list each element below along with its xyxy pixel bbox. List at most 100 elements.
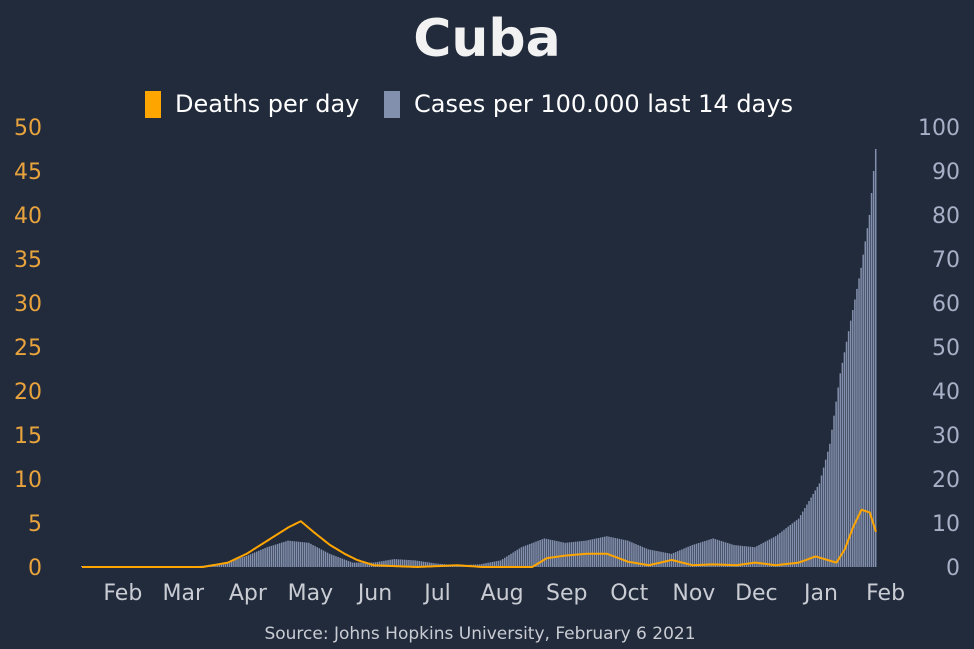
cases-bar <box>749 546 752 567</box>
cases-bar <box>270 545 273 567</box>
left-tick-label: 45 <box>14 160 42 185</box>
cases-bar <box>226 561 229 567</box>
cases-bar <box>243 556 246 567</box>
cases-bar <box>524 545 527 567</box>
deaths-line-group <box>82 508 877 568</box>
cases-bar <box>516 549 519 567</box>
cases-bar <box>401 559 404 567</box>
cases-bar <box>608 536 610 567</box>
left-tick-label: 20 <box>14 380 42 405</box>
cases-bar <box>349 561 352 567</box>
cases-bar <box>551 540 554 567</box>
legend-cases-swatch <box>384 91 400 118</box>
cases-bar <box>789 525 792 567</box>
cases-bar <box>799 515 802 567</box>
cases-bar <box>595 538 598 567</box>
cases-bar <box>560 541 562 567</box>
cases-bar <box>526 544 529 567</box>
cases-bar <box>647 549 650 567</box>
cases-bar <box>816 486 819 567</box>
cases-bar <box>278 543 281 567</box>
cases-bar <box>253 552 256 567</box>
cases-bar <box>410 560 412 567</box>
left-tick-label: 15 <box>14 424 42 449</box>
cases-bar <box>403 559 406 567</box>
cases-bar <box>301 542 304 567</box>
cases-bar <box>520 547 523 567</box>
cases-bar <box>260 549 262 567</box>
cases-bar <box>835 401 837 567</box>
right-tick-label: 30 <box>932 424 960 449</box>
cases-bar <box>760 543 762 567</box>
cases-bar <box>777 534 779 567</box>
cases-bar <box>251 553 254 567</box>
cases-bar <box>720 541 723 567</box>
cases-bar <box>493 561 496 567</box>
cases-bar <box>366 562 368 567</box>
cases-bar <box>501 559 504 567</box>
cases-bar <box>239 557 241 567</box>
right-tick-label: 60 <box>932 292 960 317</box>
cases-bar <box>287 540 289 567</box>
right-tick-label: 80 <box>932 204 960 229</box>
right-tick-label: 10 <box>932 512 960 537</box>
cases-bar <box>249 554 252 567</box>
cases-bar <box>381 561 383 567</box>
cases-bar <box>312 545 314 567</box>
cases-bar <box>479 564 481 567</box>
cases-bar <box>345 560 348 567</box>
cases-bar <box>618 538 621 567</box>
cases-bar <box>874 149 877 567</box>
left-tick-label: 30 <box>14 292 42 317</box>
cases-bar <box>351 562 354 567</box>
cases-bar <box>543 538 546 567</box>
cases-bar <box>845 341 848 567</box>
cases-bar <box>831 429 833 567</box>
cases-bar <box>233 559 235 567</box>
cases-bar <box>276 543 279 567</box>
cases-bar <box>504 557 506 567</box>
cases-bar <box>843 352 846 567</box>
cases-bar <box>256 551 258 567</box>
cases-bar <box>856 288 858 567</box>
cases-bar <box>422 561 425 567</box>
cases-bar <box>541 539 544 567</box>
cases-bar <box>772 537 775 567</box>
cases-bar <box>293 541 296 567</box>
cases-bar <box>862 254 864 567</box>
cases-bar <box>533 542 535 567</box>
x-tick-label: Nov <box>672 581 715 606</box>
cases-bar <box>389 559 391 567</box>
x-tick-label: Apr <box>229 581 268 606</box>
cases-bar <box>554 540 556 567</box>
cases-bar <box>674 552 677 567</box>
cases-bar <box>768 539 771 567</box>
cases-bar <box>687 546 689 567</box>
cases-bar <box>308 542 310 567</box>
cases-bar <box>399 559 402 567</box>
cases-bar <box>549 539 552 567</box>
x-tick-label: Feb <box>866 581 905 606</box>
cases-bar <box>872 171 875 567</box>
cases-bar <box>643 547 646 567</box>
cases-bar <box>758 545 760 567</box>
cases-bar <box>495 561 498 567</box>
cases-bar <box>624 540 627 567</box>
cases-bar <box>597 537 600 567</box>
cases-bar <box>274 544 277 567</box>
cases-bar <box>556 541 558 567</box>
cases-bar <box>314 546 316 567</box>
cases-bar <box>697 543 700 567</box>
deaths-line <box>82 508 877 568</box>
cases-bar <box>331 554 333 567</box>
cases-bar <box>764 541 767 567</box>
cases-bar <box>689 545 691 567</box>
cases-bar <box>841 362 844 567</box>
cases-bar <box>428 562 431 567</box>
cases-bar <box>431 562 433 567</box>
cases-bar <box>218 563 220 567</box>
cases-bar <box>802 511 804 567</box>
cases-bar <box>718 540 721 567</box>
cases-bar <box>852 310 854 567</box>
cases-bar <box>683 548 685 567</box>
